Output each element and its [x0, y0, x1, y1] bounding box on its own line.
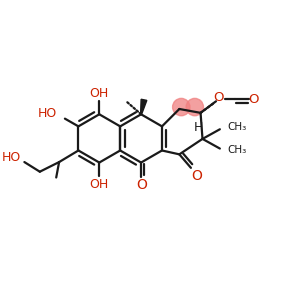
Text: HO: HO: [1, 151, 20, 164]
Text: OH: OH: [90, 178, 109, 191]
Polygon shape: [141, 99, 147, 114]
Circle shape: [172, 98, 190, 116]
Text: CH₃: CH₃: [228, 122, 247, 132]
Text: HO: HO: [38, 107, 57, 120]
Text: CH₃: CH₃: [228, 146, 247, 155]
Text: O: O: [191, 169, 202, 183]
Text: O: O: [136, 178, 148, 192]
Text: H: H: [194, 121, 203, 134]
Text: OH: OH: [90, 87, 109, 100]
Text: O: O: [248, 93, 259, 106]
Circle shape: [186, 98, 203, 116]
Text: O: O: [214, 91, 224, 104]
